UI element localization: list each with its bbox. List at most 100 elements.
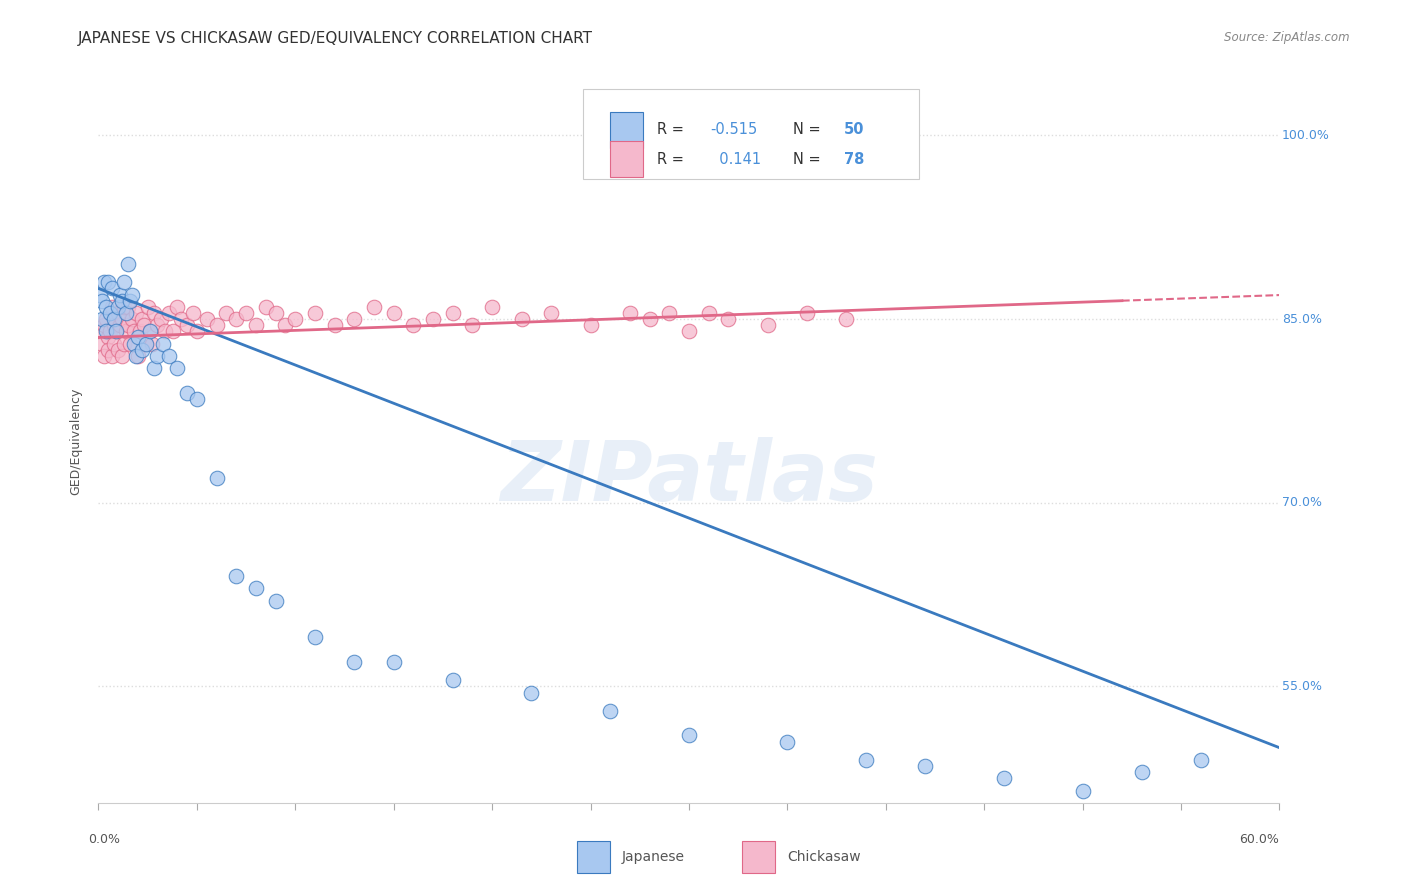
Point	[98, 324, 121, 338]
Point	[166, 361, 188, 376]
Point	[136, 300, 159, 314]
Point	[441, 673, 464, 688]
Point	[382, 655, 405, 669]
Point	[638, 312, 661, 326]
Point	[235, 306, 257, 320]
Text: 85.0%: 85.0%	[1282, 312, 1322, 326]
Point	[835, 312, 858, 326]
Point	[205, 318, 228, 333]
Point	[481, 300, 503, 314]
Point	[181, 306, 204, 320]
Point	[118, 336, 141, 351]
Point	[993, 772, 1015, 786]
Point	[245, 318, 267, 333]
Point	[121, 312, 143, 326]
Point	[97, 330, 120, 344]
Point	[93, 318, 115, 333]
Point	[215, 306, 238, 320]
Point	[363, 300, 385, 314]
Point	[125, 349, 148, 363]
Point	[205, 471, 228, 485]
Point	[658, 306, 681, 320]
Y-axis label: GED/Equivalency: GED/Equivalency	[69, 388, 83, 495]
Point	[107, 343, 129, 357]
Point	[461, 318, 484, 333]
Point	[142, 361, 165, 376]
FancyBboxPatch shape	[576, 841, 610, 873]
Point	[101, 300, 124, 314]
Text: N =: N =	[793, 152, 825, 167]
Point	[117, 300, 139, 314]
Point	[717, 312, 740, 326]
Text: 50: 50	[844, 122, 865, 137]
Point	[155, 324, 177, 338]
Point	[96, 324, 118, 338]
Text: Source: ZipAtlas.com: Source: ZipAtlas.com	[1225, 31, 1350, 45]
Point	[96, 312, 118, 326]
Point	[135, 336, 157, 351]
Text: Japanese: Japanese	[621, 850, 685, 864]
Point	[796, 306, 818, 320]
Point	[225, 569, 247, 583]
Point	[914, 759, 936, 773]
Point	[101, 281, 124, 295]
Point	[131, 312, 153, 326]
Point	[115, 324, 138, 338]
Point	[343, 312, 366, 326]
Point	[697, 306, 720, 320]
Point	[254, 300, 277, 314]
FancyBboxPatch shape	[610, 141, 643, 178]
Text: R =: R =	[657, 122, 689, 137]
Point	[382, 306, 405, 320]
Point	[103, 336, 125, 351]
Point	[131, 343, 153, 357]
Point	[127, 330, 149, 344]
Point	[150, 312, 173, 326]
Point	[264, 306, 287, 320]
Text: 60.0%: 60.0%	[1240, 833, 1279, 847]
Point	[152, 336, 174, 351]
Point	[105, 324, 128, 338]
Text: 55.0%: 55.0%	[1282, 680, 1322, 693]
Point	[105, 324, 128, 338]
Point	[343, 655, 366, 669]
Point	[101, 349, 124, 363]
Point	[135, 336, 157, 351]
Point	[108, 318, 131, 333]
Point	[93, 349, 115, 363]
Point	[264, 593, 287, 607]
Point	[91, 293, 114, 308]
Point	[121, 287, 143, 301]
Point	[103, 318, 125, 333]
Text: 0.141: 0.141	[710, 152, 761, 167]
Point	[678, 324, 700, 338]
Point	[274, 318, 297, 333]
Point	[756, 318, 779, 333]
Point	[510, 312, 533, 326]
Point	[304, 306, 326, 320]
Point	[146, 318, 169, 333]
Point	[91, 312, 114, 326]
Point	[117, 318, 139, 333]
Text: -0.515: -0.515	[710, 122, 758, 137]
Point	[118, 293, 141, 308]
Point	[115, 306, 138, 320]
Point	[186, 324, 208, 338]
Point	[142, 306, 165, 320]
Point	[97, 276, 120, 290]
Point	[166, 300, 188, 314]
Point	[225, 312, 247, 326]
Point	[138, 324, 160, 338]
Point	[157, 349, 180, 363]
Point	[89, 324, 111, 338]
Point	[127, 349, 149, 363]
Point	[146, 349, 169, 363]
Point	[141, 336, 163, 351]
Point	[103, 312, 125, 326]
Point	[108, 287, 131, 301]
Point	[111, 349, 134, 363]
Point	[186, 392, 208, 406]
Point	[540, 306, 562, 320]
Point	[402, 318, 425, 333]
Point	[111, 312, 134, 326]
